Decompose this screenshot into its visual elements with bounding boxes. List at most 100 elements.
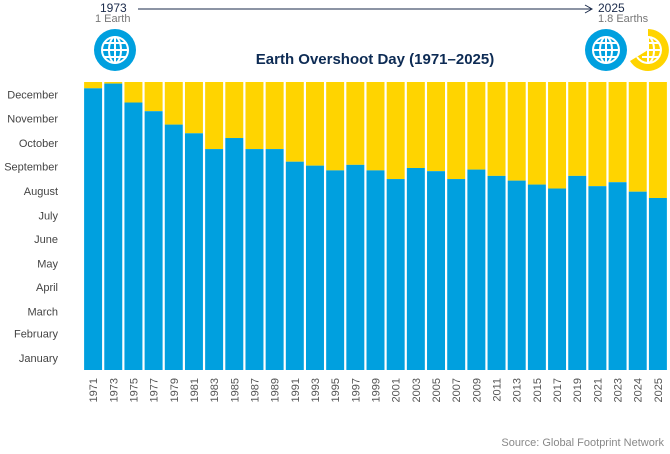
bar-overshoot-1991 [285, 161, 304, 370]
chart-title: Earth Overshoot Day (1971–2025) [255, 51, 495, 68]
bar-remainder-1993 [305, 82, 324, 166]
x-tick-label: 2024 [633, 378, 645, 402]
bar-remainder-1977 [144, 82, 163, 112]
y-tick-label: July [38, 210, 58, 222]
start-year: 1973 [100, 1, 127, 15]
bar-remainder-2019 [568, 82, 587, 176]
bar-overshoot-2023 [608, 182, 627, 370]
bar-overshoot-2003 [406, 168, 425, 370]
bar-remainder-1981 [184, 82, 203, 134]
x-tick-label: 2023 [613, 378, 625, 402]
bar-overshoot-2001 [386, 179, 405, 370]
bar-overshoot-2007 [447, 179, 466, 370]
bar-remainder-1995 [326, 82, 345, 171]
bar-remainder-1999 [366, 82, 385, 171]
bar-overshoot-2013 [507, 180, 526, 370]
bar-remainder-2015 [527, 82, 546, 185]
source-note: Source: Global Footprint Network [501, 437, 664, 449]
bar-remainder-1997 [346, 82, 365, 165]
x-tick-label: 2019 [572, 378, 584, 402]
bar-remainder-2009 [467, 82, 486, 170]
bar-overshoot-2019 [568, 175, 587, 370]
bar-overshoot-1981 [184, 133, 203, 370]
bar-remainder-1989 [265, 82, 284, 150]
bar-remainder-2005 [427, 82, 446, 172]
x-tick-label: 1979 [169, 378, 181, 402]
bar-overshoot-1987 [245, 149, 264, 370]
bar-overshoot-1997 [346, 164, 365, 370]
y-tick-label: August [24, 186, 58, 198]
x-tick-label: 1999 [371, 378, 383, 402]
bar-remainder-1973 [104, 82, 123, 84]
bar-remainder-2007 [447, 82, 466, 180]
y-tick-label: November [7, 113, 58, 125]
bar-remainder-2017 [548, 82, 567, 189]
x-tick-label: 2009 [471, 378, 483, 402]
bar-remainder-2013 [507, 82, 526, 181]
x-tick-label: 1997 [350, 378, 362, 402]
bar-remainder-1975 [124, 82, 143, 103]
bar-overshoot-1977 [144, 111, 163, 370]
bar-overshoot-2005 [427, 171, 446, 370]
x-tick-label: 1973 [108, 378, 120, 402]
bar-overshoot-2017 [548, 188, 567, 370]
x-tick-label: 1989 [270, 378, 282, 402]
bar-overshoot-1971 [84, 88, 103, 371]
bar-overshoot-2009 [467, 169, 486, 370]
earth-icon [94, 29, 136, 71]
bar-remainder-2025 [648, 82, 667, 198]
x-tick-label: 1993 [310, 378, 322, 402]
bar-overshoot-1989 [265, 149, 284, 370]
x-tick-label: 2005 [431, 378, 443, 402]
y-tick-label: September [4, 161, 58, 173]
bar-overshoot-1995 [326, 170, 345, 370]
bar-overshoot-2015 [527, 184, 546, 370]
x-tick-label: 1985 [229, 378, 241, 402]
bar-overshoot-2024 [628, 191, 647, 370]
end-earths-label: 1.8 Earths [598, 13, 649, 25]
bar-remainder-1985 [225, 82, 244, 139]
bar-overshoot-1979 [164, 124, 183, 370]
y-tick-label: January [19, 353, 59, 365]
y-tick-label: October [19, 138, 58, 150]
x-tick-label: 2011 [492, 378, 504, 402]
y-tick-label: December [7, 90, 58, 102]
bar-overshoot-2021 [588, 186, 607, 370]
start-earths-label: 1 Earth [95, 13, 131, 25]
bar-remainder-1983 [205, 82, 224, 150]
x-tick-label: 1987 [249, 378, 261, 402]
y-tick-label: May [37, 258, 58, 270]
x-tick-label: 1975 [128, 378, 140, 402]
bar-remainder-2023 [608, 82, 627, 183]
bar-remainder-1971 [84, 82, 103, 89]
bar-remainder-1987 [245, 82, 264, 150]
y-tick-label: March [27, 307, 58, 319]
bar-remainder-1991 [285, 82, 304, 162]
timeline-arrow [138, 4, 594, 14]
x-tick-label: 1971 [88, 378, 100, 402]
bar-overshoot-1985 [225, 138, 244, 370]
y-tick-label: June [34, 234, 58, 246]
partial-earth-icon [630, 29, 669, 71]
bar-remainder-2024 [628, 82, 647, 192]
bar-remainder-2003 [406, 82, 425, 169]
x-tick-label: 1995 [330, 378, 342, 402]
bar-overshoot-2025 [648, 197, 667, 370]
x-tick-label: 2007 [451, 378, 463, 402]
bar-remainder-2001 [386, 82, 405, 180]
x-tick-label: 2021 [592, 378, 604, 402]
x-tick-label: 1991 [290, 378, 302, 402]
y-tick-label: February [14, 329, 59, 341]
x-tick-label: 2013 [512, 378, 524, 402]
x-tick-label: 2001 [391, 378, 403, 402]
x-tick-label: 1981 [189, 378, 201, 402]
overshoot-chart: January February March April May June July Augu… [4, 82, 667, 402]
bar-overshoot-1983 [205, 149, 224, 370]
bar-overshoot-1999 [366, 170, 385, 370]
x-tick-label: 2025 [653, 378, 665, 402]
bar-overshoot-1993 [305, 165, 324, 370]
bar-remainder-2011 [487, 82, 506, 176]
y-tick-label: April [36, 282, 58, 294]
bar-remainder-2021 [588, 82, 607, 187]
x-tick-label: 1983 [209, 378, 221, 402]
